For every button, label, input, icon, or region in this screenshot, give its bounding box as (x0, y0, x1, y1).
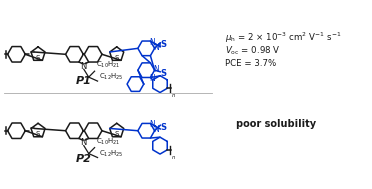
Text: S: S (115, 131, 119, 137)
Text: P1: P1 (76, 76, 91, 86)
Text: C$_{12}$H$_{25}$: C$_{12}$H$_{25}$ (99, 148, 123, 159)
Text: S: S (160, 123, 166, 132)
Text: P2: P2 (76, 153, 91, 163)
Text: N: N (154, 65, 160, 74)
Text: S: S (36, 131, 40, 137)
Text: poor solubility: poor solubility (236, 119, 316, 129)
Text: N: N (150, 120, 155, 129)
Text: $V_\mathrm{oc}$ = 0.98 V: $V_\mathrm{oc}$ = 0.98 V (225, 44, 280, 57)
Text: S: S (160, 40, 166, 49)
Text: C$_{12}$H$_{25}$: C$_{12}$H$_{25}$ (99, 72, 123, 82)
Text: $\mu_\mathrm{h}$ = 2 × 10$^{-3}$ cm$^2$ V$^{-1}$ s$^{-1}$: $\mu_\mathrm{h}$ = 2 × 10$^{-3}$ cm$^2$ … (225, 30, 341, 45)
Text: N: N (150, 38, 155, 46)
Text: PCE = 3.7%: PCE = 3.7% (225, 59, 276, 68)
Text: $_n$: $_n$ (171, 91, 176, 100)
Text: $_n$: $_n$ (171, 153, 176, 162)
Text: N: N (154, 125, 160, 134)
Text: S: S (36, 55, 40, 61)
Text: C$_{10}$H$_{21}$: C$_{10}$H$_{21}$ (96, 136, 120, 147)
Text: S: S (160, 69, 166, 78)
Text: S: S (115, 55, 119, 61)
Text: N: N (81, 62, 87, 71)
Text: N: N (81, 138, 87, 147)
Text: N: N (150, 74, 155, 83)
Text: N: N (154, 43, 160, 52)
Text: C$_{10}$H$_{21}$: C$_{10}$H$_{21}$ (96, 60, 120, 70)
